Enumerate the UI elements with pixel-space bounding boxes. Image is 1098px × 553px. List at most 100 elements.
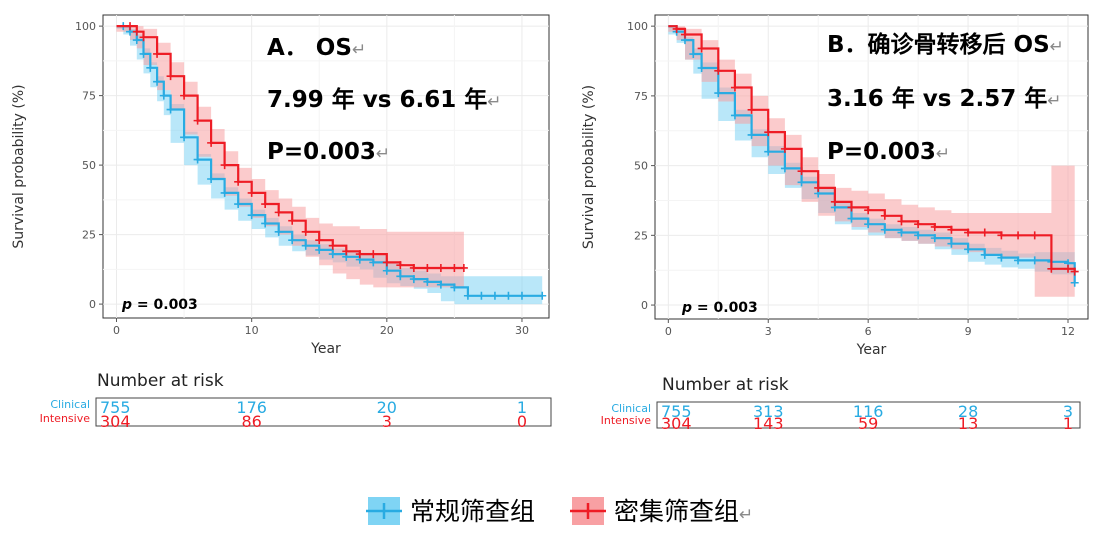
x-axis-title: Year (310, 341, 341, 357)
risk-count-clinical: 755 (661, 402, 692, 421)
p-value-symbol: p (681, 300, 692, 316)
annotation-line-2: 7.99 年 vs 6.61 年↵ (267, 86, 501, 113)
censor-mark (261, 219, 270, 228)
risk-count-intensive: 143 (753, 414, 784, 433)
y-tick-label: 75 (634, 90, 648, 103)
censor-mark (463, 291, 472, 300)
censor-mark (1064, 264, 1073, 273)
x-tick-label: 3 (765, 325, 772, 338)
censor-mark (490, 291, 499, 300)
censor-mark (930, 234, 939, 243)
annotation-text: A． OS (267, 35, 352, 61)
censor-mark (730, 111, 739, 120)
censor-mark (947, 225, 956, 234)
annotation-text: B．确诊骨转移后 OS (827, 31, 1050, 58)
censor-mark (261, 200, 270, 209)
annotation-line-1: A． OS↵ (267, 35, 366, 61)
censor-mark (847, 214, 856, 223)
censor-mark (797, 178, 806, 187)
y-tick-label: 100 (627, 20, 648, 33)
risk-table-box (95, 397, 552, 427)
legend: 常规筛查组 密集筛查组↵ (366, 497, 753, 526)
censor-mark (409, 263, 418, 272)
censor-mark (247, 211, 256, 220)
y-axis-title: Survival probability (%) (581, 85, 597, 249)
return-mark: ↵ (1050, 37, 1064, 57)
risk-count-clinical: 1 (517, 398, 527, 417)
risk-table-box (656, 401, 1081, 429)
censor-mark (847, 203, 856, 212)
annotation-text: P=0.003 (827, 139, 936, 165)
censor-mark (997, 231, 1006, 240)
censor-mark (459, 263, 468, 272)
annotation-text: 7.99 年 vs 6.61 年 (267, 86, 487, 113)
censor-mark (207, 175, 216, 184)
censor-mark (689, 50, 698, 59)
censor-mark (504, 291, 513, 300)
x-tick-label: 0 (113, 324, 120, 337)
censor-mark (672, 24, 681, 33)
risk-table-title: Number at risk (662, 375, 789, 395)
censor-mark (830, 197, 839, 206)
risk-row-label-clinical: Clinical (611, 402, 651, 415)
censor-mark (274, 208, 283, 217)
return-mark: ↵ (936, 144, 950, 164)
censor-mark (697, 63, 706, 72)
legend-swatch-intensive-mark (570, 503, 606, 519)
return-mark: ↵ (376, 144, 390, 164)
risk-count-clinical: 20 (377, 398, 397, 417)
censor-mark (193, 116, 202, 125)
return-mark: ↵ (1047, 91, 1061, 111)
panel-b: 0 3 6 9 12 0 25 50 75 100 Year Survival probability… (581, 14, 1089, 433)
x-tick-label: 6 (865, 325, 872, 338)
censor-mark (396, 272, 405, 281)
censor-mark (382, 266, 391, 275)
censor-mark (450, 263, 459, 272)
censor-mark (423, 277, 432, 286)
censor-mark (747, 130, 756, 139)
risk-count-clinical: 28 (958, 402, 978, 421)
x-tick-label: 10 (245, 324, 259, 337)
censor-mark (382, 258, 391, 267)
censor-mark (930, 222, 939, 231)
censor-mark (947, 239, 956, 248)
censor-mark (315, 245, 324, 254)
censor-mark (396, 261, 405, 270)
censor-mark (730, 83, 739, 92)
censor-mark (180, 91, 189, 100)
censor-mark (132, 27, 141, 36)
censor-mark (1047, 264, 1056, 273)
censor-mark (897, 228, 906, 237)
censor-mark (146, 63, 155, 72)
annotation-text: P=0.003 (267, 139, 376, 165)
censor-mark (234, 200, 243, 209)
censor-mark (315, 236, 324, 245)
censor-mark (220, 188, 229, 197)
censor-mark (153, 77, 162, 86)
censor-mark (436, 263, 445, 272)
censor-marks-intensive (126, 22, 468, 272)
risk-count-clinical: 176 (236, 398, 267, 417)
censor-mark (342, 247, 351, 256)
y-tick-label: 100 (75, 20, 96, 33)
censor-mark (864, 220, 873, 229)
p-value-rest: = 0.003 (132, 297, 198, 313)
censor-mark (764, 128, 773, 137)
annotation-line-2: 3.16 年 vs 2.57 年↵ (827, 85, 1061, 112)
censor-mark (220, 161, 229, 170)
censor-mark (964, 245, 973, 254)
censor-mark (980, 228, 989, 237)
censor-mark (328, 241, 337, 250)
censor-mark (517, 291, 526, 300)
risk-count-intensive: 3 (382, 412, 392, 431)
censor-mark (288, 236, 297, 245)
censor-mark (997, 253, 1006, 262)
censor-mark (764, 147, 773, 156)
censor-mark (301, 241, 310, 250)
censor-mark (1030, 231, 1039, 240)
censor-mark (369, 258, 378, 267)
risk-row-label-clinical: Clinical (50, 398, 90, 411)
x-tick-label: 12 (1061, 325, 1075, 338)
annotation-line-1: B．确诊骨转移后 OS↵ (827, 31, 1064, 58)
